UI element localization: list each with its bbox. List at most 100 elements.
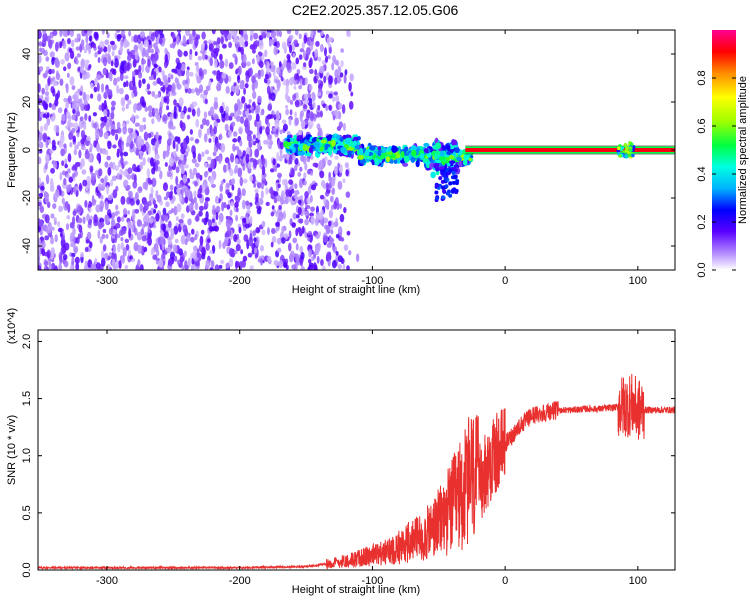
spectrogram-cell — [260, 68, 265, 78]
spectrogram-cell — [267, 227, 270, 236]
spectrogram-cell — [214, 96, 218, 103]
spectrogram-cell — [213, 58, 218, 69]
spectrogram-cell — [238, 226, 242, 234]
spectrogram-cell — [265, 126, 270, 136]
spectrogram-cell — [173, 255, 178, 262]
spectrogram-cell — [347, 151, 352, 158]
spectrogram-cell — [186, 146, 190, 153]
spectrogram-cell — [458, 160, 463, 168]
spectrogram-cell — [278, 260, 284, 269]
snr-x-tick-label: 0 — [502, 575, 508, 587]
spectrogram-cell — [327, 220, 332, 227]
spectrogram-cell — [294, 99, 300, 108]
spectrogram-cell — [348, 250, 352, 256]
spectrogram-cell — [122, 247, 127, 257]
spectrogram-cell — [187, 257, 191, 268]
spectrogram-cell — [124, 75, 129, 80]
spectrogram-cell — [303, 172, 307, 180]
spectrogram-cell — [228, 258, 234, 268]
spectrogram-cell — [204, 149, 210, 155]
spectrogram-cell — [240, 249, 244, 255]
spectrogram-cell — [167, 84, 173, 92]
spectrogram-cell — [161, 243, 165, 251]
spectrogram-cell — [170, 125, 176, 130]
spectrogram-cell — [326, 205, 330, 210]
spectrogram-cell — [82, 91, 87, 102]
spectrogram-cell — [229, 153, 235, 163]
spectrogram-cell — [194, 87, 199, 93]
spectrogram-cell — [175, 143, 179, 152]
spectrogram-cell — [134, 50, 139, 61]
spectrogram-cell — [121, 254, 125, 264]
spectrogram-cell — [141, 63, 145, 73]
spectrogram-cell — [333, 221, 339, 228]
spectrogram-cell — [49, 51, 55, 58]
spectrogram-cell — [58, 205, 63, 213]
spectrogram-cell — [285, 152, 290, 161]
spectrogram-cell — [292, 155, 296, 161]
spectrogram-cell — [291, 76, 295, 84]
spectrogram-cell — [106, 109, 110, 118]
spectrogram-cell — [451, 189, 456, 194]
spectrogram-cell — [258, 40, 264, 50]
spectrogram-cell — [369, 145, 376, 151]
spectrogram-cell — [52, 160, 58, 169]
spectrogram-cell — [74, 162, 78, 171]
spectrogram-cell — [260, 190, 264, 199]
spectrogram-cell — [58, 139, 64, 149]
spectrogram-cell — [215, 205, 221, 214]
spectrogram-cell — [203, 133, 208, 143]
spectrogram-cell — [423, 148, 429, 153]
spectrogram-cell — [247, 252, 253, 258]
spectrogram-cell — [142, 181, 147, 190]
spectrogram-cell — [343, 244, 349, 251]
spectrogram-cell — [193, 196, 197, 204]
spectrogram-cell — [243, 33, 249, 42]
spectrogram-cell — [226, 204, 231, 210]
spectrogram-cell — [339, 72, 344, 78]
spectrogram-cell — [324, 55, 329, 64]
spectrogram-cell — [292, 52, 296, 59]
snr-series-line — [38, 373, 675, 570]
spectrogram-cell — [200, 123, 204, 130]
spectrogram-cell — [185, 30, 191, 37]
spectrogram-cell — [325, 225, 331, 235]
spectrogram-cell — [244, 117, 249, 126]
spectrogram-cell — [168, 220, 172, 228]
spectrogram-cell — [282, 154, 288, 159]
spectrogram-cell — [415, 160, 420, 168]
spectrogram-cell — [304, 163, 308, 171]
spectrogram-cell — [286, 138, 291, 143]
spectrogram-cell — [133, 44, 139, 52]
spectrogram-cell — [137, 259, 141, 267]
colorbar: 0.0 0.2 0.4 0.6 0.8 Normalized spectral ampl… — [696, 30, 749, 278]
spectrogram-cell — [208, 43, 214, 52]
spectrogram-cell — [203, 171, 208, 178]
spectrogram-cell — [237, 65, 242, 76]
spectrogram-cell — [294, 157, 299, 165]
spectrogram-cell — [212, 204, 216, 210]
spectrogram-cell — [234, 103, 239, 112]
spectrogram-cell — [170, 228, 175, 237]
spectrogram-cell — [206, 127, 211, 136]
spectrogram-cell — [84, 63, 89, 71]
spectrogram-cell — [325, 104, 329, 112]
spectrogram-cell — [198, 67, 203, 78]
spectrogram-cell — [72, 135, 76, 143]
spectrogram-cell — [314, 69, 318, 76]
spectrogram-cell — [38, 177, 42, 186]
spectrogram-cell — [88, 200, 92, 209]
spectrogram-cell — [448, 181, 453, 186]
spectrogram-cell — [231, 121, 236, 127]
spectrogram-cell — [327, 55, 331, 60]
spectrogram-cell — [123, 179, 129, 187]
spectrogram-x-tick-label: 100 — [629, 275, 647, 287]
spectrogram-cell — [116, 84, 120, 94]
spectrogram-cell — [293, 85, 297, 90]
spectrogram-cell — [72, 108, 76, 115]
spectrogram-cell — [331, 187, 336, 196]
spectrogram-cell — [119, 71, 124, 82]
spectrogram-cell — [411, 149, 417, 157]
spectrogram-cell — [101, 182, 106, 191]
